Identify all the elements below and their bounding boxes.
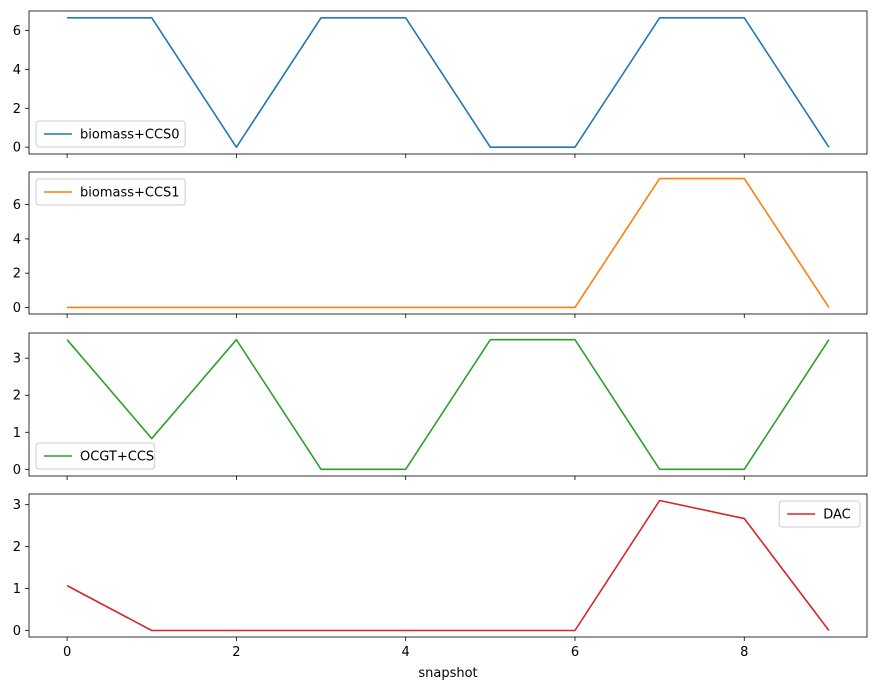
legend: DAC [778,500,861,528]
subplot-3: 0 1 2 3 0 2 4 6 8 DAC [13,493,868,660]
legend-label: biomass+CCS1 [80,186,180,201]
x-axis-label: snapshot [418,666,477,681]
subplot-1: 0 2 4 6 biomass+CCS1 [13,171,868,318]
legend-label: DAC [823,508,851,523]
legend: OCGT+CCS [35,442,156,470]
y-tick-label: 4 [13,63,21,78]
series-line-biomass+CCS0 [67,17,830,148]
y-tick-label: 0 [13,624,21,639]
y-tick-label: 0 [13,301,21,316]
x-tick-label: 8 [740,645,748,660]
y-tick-label: 1 [13,582,21,597]
y-tick-label: 6 [13,24,21,39]
y-tick-label: 6 [13,198,21,213]
y-tick-label: 4 [13,232,21,247]
y-tick-label: 3 [13,352,21,367]
x-tick-label: 0 [63,645,71,660]
legend-frame [35,442,156,470]
y-tick-label: 2 [13,389,21,404]
legend-label: OCGT+CCS [80,450,154,465]
series-line-biomass+CCS1 [67,177,830,309]
legend: biomass+CCS1 [35,178,186,206]
legend-frame [35,120,186,148]
subplot-0: 0 2 4 6 biomass+CCS0 [13,10,868,158]
series-line-DAC [66,499,830,632]
y-tick-label: 2 [13,102,21,117]
y-tick-label: 0 [13,463,21,478]
axes-frame [28,493,868,638]
legend-label: biomass+CCS0 [80,128,180,143]
y-tick-label: 0 [13,141,21,156]
subplot-2: 0 1 2 3 OCGT+CCS [13,332,868,480]
x-tick-label: 4 [402,645,410,660]
y-tick-label: 2 [13,267,21,282]
y-tick-label: 2 [13,540,21,555]
x-tick-label: 2 [232,645,240,660]
series-line-OCGT+CCS [66,338,830,471]
x-tick-label: 6 [571,645,579,660]
legend-frame [35,178,186,206]
legend-frame [778,500,861,528]
legend: biomass+CCS0 [35,120,186,148]
y-tick-label: 3 [13,498,21,513]
y-tick-label: 1 [13,426,21,441]
